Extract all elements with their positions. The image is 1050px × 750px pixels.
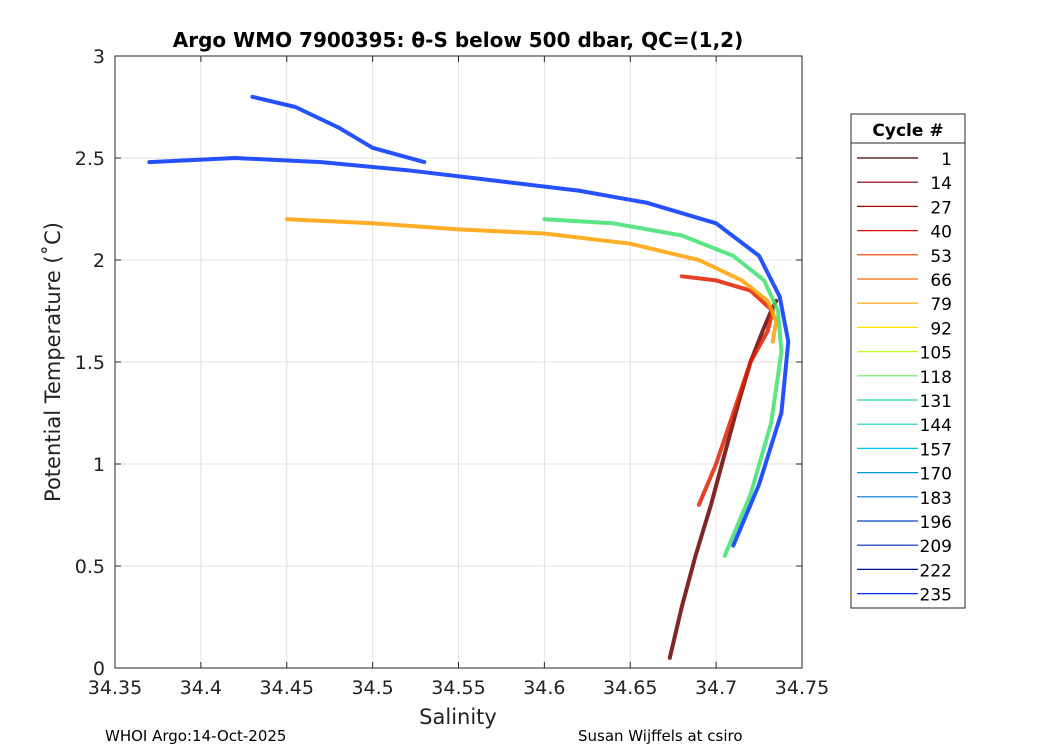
- x-tick-label: 34.6: [523, 677, 565, 699]
- y-axis-ticks: 0 0.5 1 1.5 2 2.5 3: [75, 46, 802, 680]
- series-line: [284, 217, 779, 344]
- series-line: [250, 94, 427, 165]
- legend-label: 157: [920, 440, 952, 460]
- legend-label: 53: [930, 247, 952, 267]
- legend-label: 235: [920, 586, 952, 606]
- x-axis-title: Salinity: [419, 705, 497, 729]
- legend-label: 92: [930, 319, 952, 339]
- legend-label: 183: [920, 489, 952, 509]
- legend-label: 27: [930, 198, 952, 218]
- legend-entries: 1 14 27 40 53 66 79 92 105 118 131 144 157 170 183 196 2…: [857, 150, 952, 606]
- series-line: [667, 298, 779, 660]
- series-line: [147, 156, 791, 548]
- legend-label: 79: [930, 295, 952, 315]
- legend-label: 14: [930, 174, 952, 194]
- x-tick-label: 34.75: [775, 677, 829, 699]
- legend: Cycle # 1 14 27 40 53 66 79 92 105 118 131 144 157 17…: [850, 113, 966, 609]
- legend-label: 105: [920, 344, 952, 364]
- x-tick-label: 34.45: [260, 677, 314, 699]
- x-tick-label: 34.4: [180, 677, 222, 699]
- legend-label: 144: [920, 416, 952, 436]
- y-tick-label: 2.5: [75, 148, 105, 170]
- x-tick-label: 34.55: [431, 677, 485, 699]
- x-tick-label: 34.5: [351, 677, 393, 699]
- footer-left: WHOI Argo:14-Oct-2025: [105, 727, 286, 745]
- legend-label: 170: [920, 465, 952, 485]
- legend-label: 209: [920, 537, 952, 557]
- y-axis-title: Potential Temperature (˚C): [41, 222, 65, 502]
- x-tick-label: 34.35: [88, 677, 142, 699]
- y-tick-label: 0: [93, 658, 105, 680]
- y-tick-label: 3: [93, 46, 105, 68]
- legend-label: 1: [941, 150, 952, 170]
- legend-label: 118: [920, 368, 952, 388]
- legend-label: 66: [930, 271, 952, 291]
- legend-label: 40: [930, 223, 952, 243]
- footer-right: Susan Wijffels at csiro: [578, 727, 743, 745]
- series-layer: [147, 94, 791, 660]
- legend-title: Cycle #: [872, 121, 943, 141]
- legend-box: [850, 113, 966, 609]
- y-tick-label: 0.5: [75, 556, 105, 578]
- chart-title: Argo WMO 7900395: θ-S below 500 dbar, QC…: [173, 28, 743, 52]
- x-tick-label: 34.7: [695, 677, 737, 699]
- legend-label: 196: [920, 513, 952, 533]
- legend-label: 222: [920, 561, 952, 581]
- y-tick-label: 2: [93, 250, 105, 272]
- y-tick-label: 1: [93, 454, 105, 476]
- series-line: [679, 274, 775, 507]
- legend-label: 131: [920, 392, 952, 412]
- x-tick-label: 34.65: [603, 677, 657, 699]
- y-tick-label: 1.5: [75, 352, 105, 374]
- series-line: [542, 217, 784, 558]
- x-axis-ticks: 34.35 34.4 34.45 34.5 34.55 34.6 34.65 34.7 34.7…: [88, 56, 829, 699]
